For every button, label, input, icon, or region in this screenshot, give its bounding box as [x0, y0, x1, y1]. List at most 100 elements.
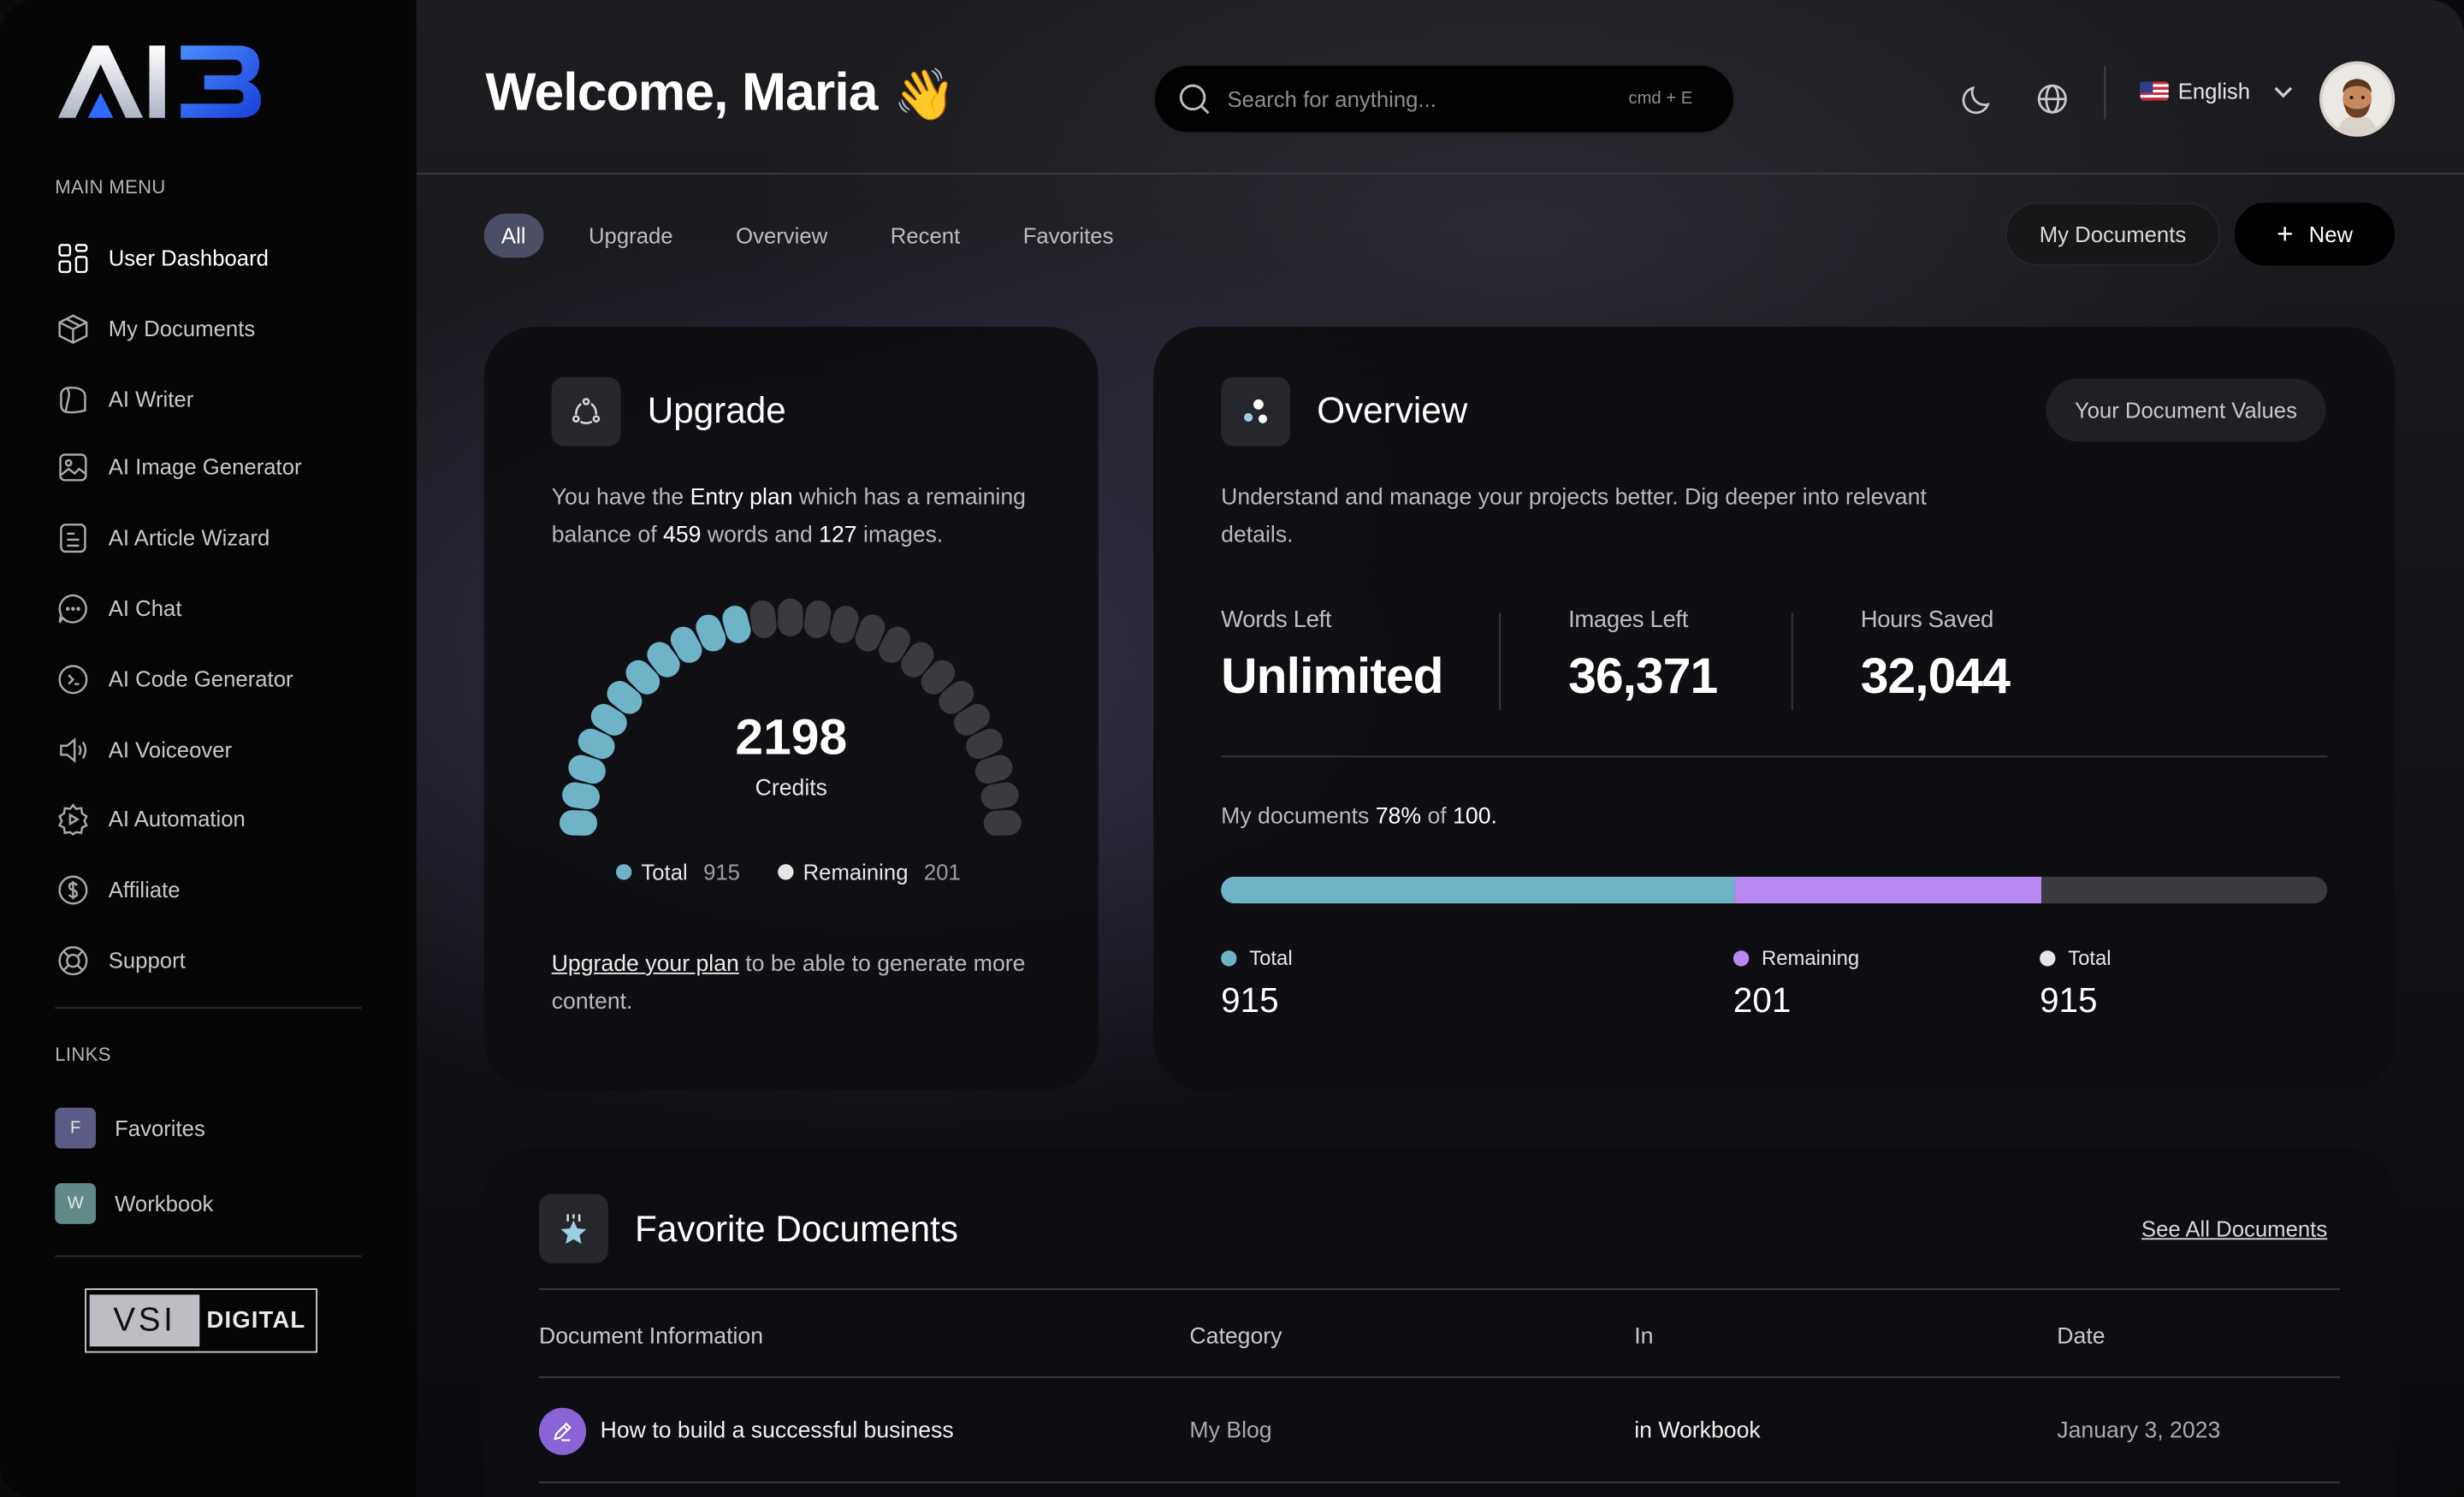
main-menu-label: MAIN MENU	[55, 175, 166, 198]
ai3-logo	[57, 45, 261, 118]
gauge-segment	[855, 614, 886, 652]
sidebar-item-ai-code-generator[interactable]: AI Code Generator	[55, 655, 293, 702]
sidebar-item-ai-voiceover[interactable]: AI Voiceover	[55, 726, 232, 773]
credits-value: 2198	[735, 708, 848, 766]
sidebar-item-ai-article-wizard[interactable]: AI Article Wizard	[55, 514, 270, 561]
sidebar: MAIN MENU User Dashboard My Documents AI…	[0, 0, 417, 1497]
gauge-segment	[953, 703, 990, 736]
stat-value: Unlimited	[1221, 647, 1443, 704]
gauge-segment	[560, 810, 598, 836]
legend-value: 201	[1732, 980, 1792, 1021]
search-icon	[1179, 84, 1210, 115]
images-count: 127	[819, 523, 857, 549]
documents-progress-bar	[1221, 876, 2328, 904]
stat-divider	[1499, 612, 1502, 711]
sidebar-item-my-documents[interactable]: My Documents	[55, 305, 255, 352]
sidebar-item-ai-automation[interactable]: AI Automation	[55, 795, 246, 842]
workbook-badge: W	[55, 1183, 97, 1224]
gauge-segment	[590, 703, 627, 736]
tab-upgrade[interactable]: Upgrade	[588, 222, 673, 249]
sidebar-item-label: AI Chat	[108, 595, 182, 621]
sidebar-item-ai-writer[interactable]: AI Writer	[55, 376, 193, 423]
globe-icon[interactable]	[2034, 80, 2071, 118]
search-input[interactable]: Search for anything...	[1227, 86, 1436, 112]
stat-value: 32,044	[1860, 647, 2011, 704]
welcome-text: Welcome, Maria	[485, 62, 879, 123]
text: of	[1421, 804, 1454, 830]
legend-remaining: Remaining 201	[778, 860, 961, 885]
text: images.	[856, 523, 944, 549]
gauge-segment	[921, 660, 956, 695]
dashboard-icon	[55, 240, 89, 275]
new-button[interactable]: + New	[2234, 202, 2396, 266]
image-icon	[55, 449, 89, 483]
legend-value: 915	[2040, 980, 2098, 1021]
document-values-button[interactable]: Your Document Values	[2046, 378, 2326, 442]
upgrade-description: You have the Entry plan which has a rema…	[552, 479, 1039, 554]
code-icon	[55, 661, 89, 695]
progress-segment-total	[1221, 876, 1736, 904]
tab-overview[interactable]: Overview	[736, 222, 828, 249]
legend-value: 915	[1221, 980, 1279, 1021]
upgrade-plan-link[interactable]: Upgrade your plan	[551, 952, 739, 978]
gauge-segment	[562, 782, 601, 810]
document-name[interactable]: How to build a successful business	[600, 1418, 954, 1444]
gauge-segment	[879, 626, 910, 663]
header-divider-line	[416, 173, 2464, 175]
my-documents-button[interactable]: My Documents	[2005, 202, 2221, 266]
see-all-documents-link[interactable]: See All Documents	[2141, 1216, 2328, 1242]
sidebar-item-ai-chat[interactable]: AI Chat	[55, 584, 182, 631]
moon-icon[interactable]	[1959, 80, 1997, 118]
sidebar-link-label: Workbook	[115, 1191, 214, 1216]
sidebar-item-ai-image-generator[interactable]: AI Image Generator	[55, 443, 302, 490]
vsi-logo-left: VSI	[89, 1294, 200, 1347]
tab-all[interactable]: All	[483, 213, 543, 258]
language-selector[interactable]: English	[2140, 79, 2295, 104]
sidebar-link-favorites[interactable]: F Favorites	[55, 1104, 205, 1151]
stat-divider	[1791, 612, 1793, 711]
upgrade-title: Upgrade	[647, 389, 786, 431]
column-header: In	[1634, 1324, 1654, 1350]
sidebar-link-workbook[interactable]: W Workbook	[55, 1180, 213, 1227]
chevron-down-icon	[2274, 86, 2292, 98]
gauge-segment	[939, 680, 974, 714]
main-content: Welcome, Maria 👋 Search for anything... …	[416, 0, 2464, 1497]
table-divider	[539, 1482, 2340, 1483]
overview-title: Overview	[1317, 389, 1468, 431]
chat-icon	[55, 591, 89, 625]
legend-dot	[1732, 950, 1750, 966]
tab-recent[interactable]: Recent	[890, 222, 961, 249]
sidebar-item-user-dashboard[interactable]: User Dashboard	[55, 234, 269, 281]
sidebar-item-label: Support	[108, 947, 186, 973]
gauge-segment	[803, 600, 832, 638]
gauge-segment	[696, 614, 726, 652]
gauge-segment	[749, 600, 777, 638]
stat-label: Words Left	[1221, 606, 1332, 634]
sidebar-item-label: AI Voiceover	[108, 737, 233, 762]
links-label: LINKS	[55, 1043, 111, 1066]
legend-value: 915	[703, 859, 740, 885]
legend-label: Total	[1249, 945, 1293, 970]
sidebar-item-support[interactable]: Support	[55, 937, 186, 984]
recycle-icon	[551, 376, 621, 447]
sidebar-item-affiliate[interactable]: Affiliate	[55, 866, 181, 913]
credits-gauge	[560, 598, 1022, 836]
legend-label: Remaining	[1761, 945, 1860, 970]
stat-label: Hours Saved	[1860, 606, 1994, 634]
legend-label: Remaining	[803, 859, 909, 885]
sidebar-item-label: AI Automation	[108, 806, 246, 831]
overview-description: Understand and manage your projects bett…	[1221, 485, 1927, 549]
plan-name: Entry plan	[690, 485, 793, 511]
legend-dot	[778, 864, 794, 880]
sidebar-link-label: Favorites	[115, 1115, 205, 1141]
gauge-segment	[778, 598, 803, 636]
search-bar[interactable]: Search for anything... cmd + E	[1153, 64, 1735, 134]
tab-favorites[interactable]: Favorites	[1022, 222, 1114, 249]
overview-card: Overview Your Document Values Understand…	[1153, 327, 2396, 1091]
document-date: January 3, 2023	[2057, 1418, 2221, 1444]
filter-tabs: All Upgrade Overview Recent Favorites	[483, 213, 1159, 258]
sidebar-item-label: User Dashboard	[108, 245, 269, 270]
stat-label: Images Left	[1568, 606, 1689, 634]
avatar[interactable]	[2319, 61, 2396, 137]
